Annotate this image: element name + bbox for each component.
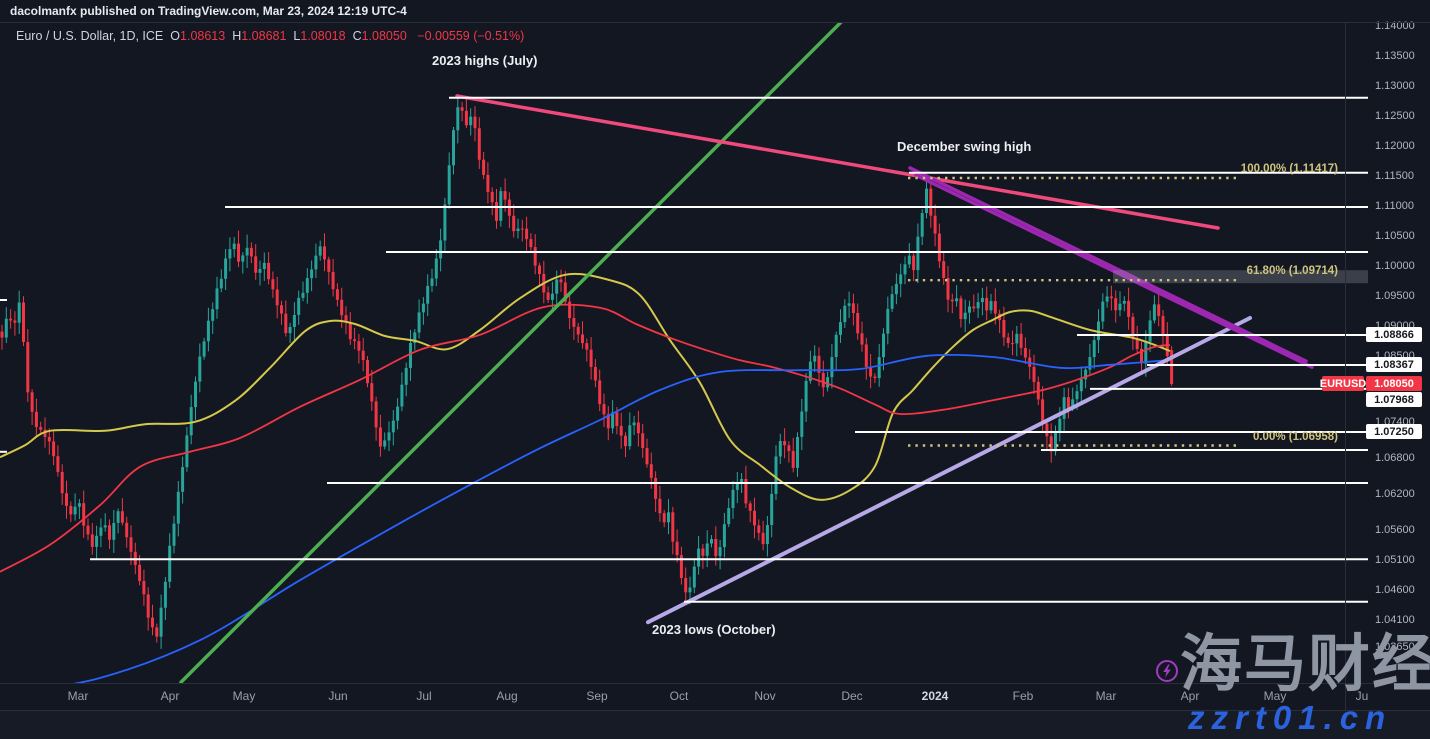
ohlc-value: 1.08613 — [180, 29, 226, 43]
price-level-tag: 1.07250 — [1366, 424, 1422, 439]
ma-200-blue[interactable] — [15, 353, 1171, 692]
annotation-2023-lows[interactable]: 2023 lows (October) — [652, 622, 776, 637]
ohlc-values: O1.08613 H1.08681 L1.08018 C1.08050 — [170, 29, 414, 43]
time-axis-label-Sep[interactable]: Sep — [586, 689, 608, 703]
symbol-legend[interactable]: Euro / U.S. Dollar, 1D, ICE O1.08613 H1.08… — [16, 29, 524, 43]
time-axis-label-Feb[interactable]: Feb — [1012, 689, 1034, 703]
price-axis-label[interactable]: 1.12000 — [1375, 140, 1415, 152]
ohlc-value: 1.08050 — [361, 29, 407, 43]
price-axis-label[interactable]: 1.05600 — [1375, 524, 1415, 536]
time-axis-label-Nov[interactable]: Nov — [754, 689, 776, 703]
price-axis-label[interactable]: 1.14000 — [1375, 20, 1415, 32]
time-axis-label-Aug[interactable]: Aug — [496, 689, 518, 703]
symbol-title[interactable]: Euro / U.S. Dollar, 1D, ICE — [16, 29, 164, 43]
watermark-url: zzrt01.cn — [1188, 699, 1393, 736]
price-axis-label[interactable]: 1.11500 — [1375, 170, 1414, 182]
time-axis-label-Oct[interactable]: Oct — [669, 689, 689, 703]
time-axis-label-Jul[interactable]: Jul — [416, 689, 432, 703]
trendline-channel-upper[interactable] — [908, 166, 1308, 363]
price-axis-label[interactable]: 1.10000 — [1375, 260, 1415, 272]
watermark-chinese: 海马财经 — [1180, 630, 1430, 699]
ohlc-value: 1.08018 — [300, 29, 346, 43]
fib-label-100.00%: 100.00% (1.11417) — [1240, 162, 1338, 175]
price-axis-label[interactable]: 1.10500 — [1375, 230, 1415, 242]
annotation-december-swing-high[interactable]: December swing high — [897, 139, 1032, 154]
time-axis-label-Mar[interactable]: Mar — [67, 689, 89, 703]
price-axis-label[interactable]: 1.11000 — [1375, 200, 1414, 212]
plot-area[interactable] — [0, 22, 1314, 692]
price-axis-label[interactable]: 1.06200 — [1375, 488, 1415, 500]
trendline-ascending-lavender[interactable] — [646, 316, 1252, 625]
time-axis-label-May[interactable]: May — [232, 689, 256, 703]
price-level-tag: 1.08367 — [1366, 357, 1422, 372]
price-axis-label[interactable]: 1.13500 — [1375, 50, 1415, 62]
price-axis-label[interactable]: 1.03650 — [1375, 641, 1415, 653]
time-axis-label-Ju[interactable]: Ju — [1355, 689, 1369, 703]
ma-50-yellow[interactable] — [0, 272, 1171, 501]
trendline-ascending-green[interactable] — [179, 22, 843, 683]
price-axis-label[interactable]: 1.13000 — [1375, 80, 1415, 92]
ohlc-key: C — [352, 29, 362, 43]
price-axis-border — [1345, 22, 1346, 710]
price-axis-label[interactable]: 1.04100 — [1375, 614, 1415, 626]
ohlc-key: O — [170, 29, 181, 43]
time-axis-label-May[interactable]: May — [1263, 689, 1287, 703]
symbol-price-tag-label: EURUSD — [1319, 376, 1367, 391]
time-axis-label-Apr[interactable]: Apr — [160, 689, 180, 703]
ohlc-value: 1.08681 — [241, 29, 287, 43]
fib-label-0.00%: 0.00% (1.06958) — [1252, 430, 1338, 443]
price-axis-label[interactable]: 1.04600 — [1375, 584, 1415, 596]
fib-label-61.80%: 61.80% (1.09714) — [1246, 265, 1338, 278]
price-axis-label[interactable]: 1.12500 — [1375, 110, 1415, 122]
time-axis-label-2024[interactable]: 2024 — [921, 689, 949, 703]
footer-bar: TradingView — [0, 711, 1430, 739]
price-axis-label[interactable]: 1.06800 — [1375, 452, 1415, 464]
candlestick-series — [0, 94, 1174, 649]
time-axis-label-Mar[interactable]: Mar — [1095, 689, 1117, 703]
price-level-tag: 1.08866 — [1366, 327, 1422, 342]
footer-border — [0, 710, 1430, 711]
boost-lightning-icon[interactable] — [1155, 659, 1179, 683]
current-price-tag: 1.08050 — [1366, 376, 1422, 391]
time-axis-label-Dec[interactable]: Dec — [841, 689, 863, 703]
time-axis-border — [0, 683, 1430, 684]
publish-attribution: dacolmanfx published on TradingView.com,… — [10, 4, 407, 18]
ohlc-key: H — [232, 29, 242, 43]
change-value: −0.00559 (−0.51%) — [417, 29, 525, 43]
ma-100-red[interactable] — [0, 303, 1171, 573]
time-axis-label-Apr[interactable]: Apr — [1180, 689, 1200, 703]
price-axis-label[interactable]: 1.09500 — [1375, 290, 1415, 302]
price-level-tag: 1.07968 — [1366, 392, 1422, 407]
publish-bar: dacolmanfx published on TradingView.com,… — [0, 0, 1430, 23]
ohlc-key: L — [293, 29, 301, 43]
price-axis-label[interactable]: 1.05100 — [1375, 554, 1415, 566]
time-axis-label-Jun[interactable]: Jun — [328, 689, 348, 703]
annotation-2023-highs[interactable]: 2023 highs (July) — [432, 53, 538, 68]
